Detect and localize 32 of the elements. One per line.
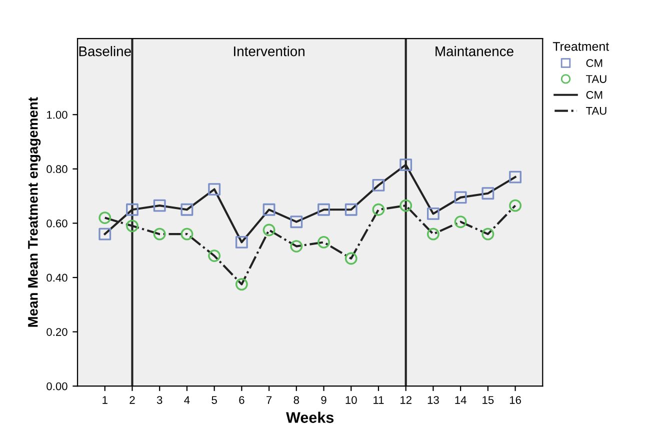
- y-tick-label: 0.20: [46, 328, 68, 336]
- band-label: Baseline: [79, 46, 131, 56]
- legend-label: CM: [586, 59, 602, 68]
- x-tick-label: 4: [184, 396, 190, 404]
- x-tick-label: 13: [428, 396, 439, 404]
- y-tick-label: 1.00: [47, 110, 68, 119]
- x-tick-label: 11: [374, 396, 384, 404]
- x-tick-label: 6: [239, 396, 244, 404]
- y-tick-label: 0.00: [46, 382, 68, 390]
- y-tick-label: 0.40: [46, 274, 68, 282]
- x-tick-label: 9: [321, 396, 326, 404]
- x-axis-title: Weeks: [286, 412, 334, 423]
- x-tick-label: 16: [510, 396, 521, 404]
- x-tick-label: 3: [156, 396, 162, 404]
- y-tick-label: 0.80: [46, 165, 68, 174]
- x-tick-label: 1: [102, 396, 108, 404]
- x-tick-label: 2: [130, 396, 135, 404]
- x-tick-label: 10: [346, 396, 357, 404]
- x-tick-label: 8: [294, 396, 300, 404]
- x-tick-label: 14: [455, 396, 466, 404]
- y-tick-label: 0.60: [46, 219, 68, 228]
- x-tick-label: 5: [212, 396, 217, 404]
- y-axis-title: Mean Mean Treatment engagement: [28, 97, 41, 327]
- legend-label: CM: [586, 90, 602, 99]
- legend-label: TAU: [586, 107, 606, 115]
- legend-title: Treatment: [552, 42, 610, 51]
- band-label: Intervention: [234, 46, 304, 56]
- band-label: Maintanence: [436, 46, 514, 56]
- x-tick-label: 15: [482, 396, 494, 404]
- x-tick-label: 7: [266, 396, 272, 404]
- x-tick-label: 12: [400, 396, 412, 404]
- legend-label: TAU: [586, 75, 606, 83]
